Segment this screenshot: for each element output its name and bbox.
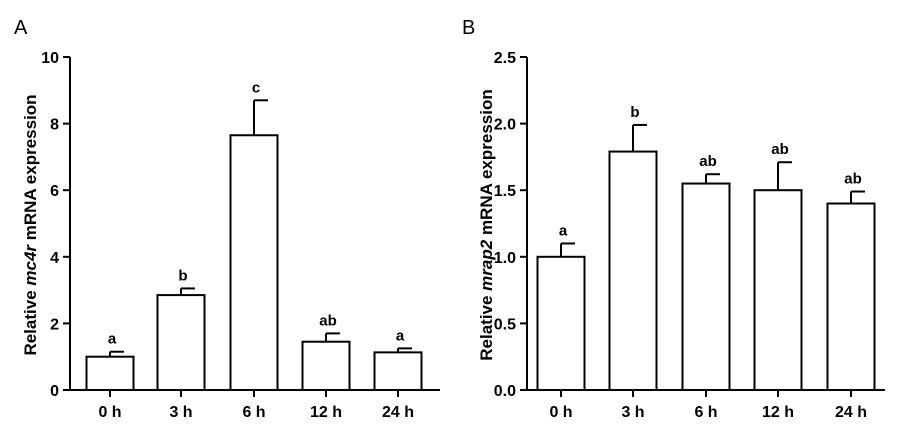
b-x-tick-label: 0 h bbox=[549, 404, 572, 421]
b-y-tick-label: 0.0 bbox=[494, 383, 516, 400]
a-y-tick-label: 10 bbox=[41, 50, 59, 67]
panel-a-x-axis: 0 h 3 h 6 h 12 h 24 h bbox=[70, 389, 440, 421]
a-x-tick-label: 0 h bbox=[98, 404, 121, 421]
a-bar bbox=[156, 294, 206, 391]
b-y-tick-label: 0.5 bbox=[494, 316, 516, 333]
b-x-tick-label: 6 h bbox=[694, 404, 717, 421]
b-x-tick-label: 24 h bbox=[835, 404, 867, 421]
b-significance-label: b bbox=[630, 104, 639, 121]
b-significance-label: ab bbox=[844, 171, 862, 188]
b-bar bbox=[826, 202, 876, 391]
b-bar bbox=[608, 150, 658, 391]
a-x-tick-label: 3 h bbox=[169, 404, 192, 421]
a-x-tick-label: 12 h bbox=[310, 404, 342, 421]
a-y-tick-label: 4 bbox=[50, 250, 59, 267]
a-significance-label: b bbox=[178, 267, 187, 284]
panel-a-y-axis: 0 2 4 6 8 10 bbox=[41, 50, 71, 400]
b-bar bbox=[753, 189, 803, 391]
b-y-tick-label: 1.5 bbox=[494, 183, 516, 200]
a-x-tick-label: 6 h bbox=[242, 404, 265, 421]
panel-b: B Relative mrap2 mRNA expression 0.0 0.5 1… bbox=[462, 17, 885, 421]
b-bar bbox=[681, 182, 731, 391]
b-significance-label: ab bbox=[699, 153, 717, 170]
panel-a: A Relative mc4r mRNA expression 0246810 … bbox=[14, 17, 440, 421]
b-significance-label: a bbox=[559, 222, 568, 239]
panel-b-letter: B bbox=[462, 17, 475, 39]
a-bar bbox=[229, 134, 279, 391]
panel-b-x-axis: 0 h 3 h 6 h 12 h 24 h bbox=[527, 389, 885, 421]
b-x-tick-label: 3 h bbox=[621, 404, 644, 421]
a-significance-label: c bbox=[252, 79, 260, 96]
b-x-tick-label: 12 h bbox=[762, 404, 794, 421]
panel-b-y-axis: 0.0 0.5 1.0 1.5 2.0 2.5 bbox=[494, 50, 528, 400]
b-bar bbox=[536, 255, 586, 391]
a-y-tick-label: 0 bbox=[50, 383, 59, 400]
a-bar bbox=[301, 340, 351, 391]
a-bar bbox=[85, 355, 135, 392]
a-y-tick-label: 8 bbox=[50, 117, 59, 134]
b-significance-label: ab bbox=[771, 141, 789, 158]
a-y-tick-label: 6 bbox=[50, 183, 59, 200]
panel-a-y-axis-title: Relative mc4r mRNA expression bbox=[21, 94, 40, 355]
a-bar bbox=[373, 351, 423, 392]
panel-a-letter: A bbox=[14, 17, 28, 39]
b-y-tick-label: 1.0 bbox=[494, 250, 516, 267]
a-significance-label: a bbox=[396, 327, 405, 344]
a-significance-label: ab bbox=[319, 312, 337, 329]
panel-b-y-axis-title: Relative mrap2 mRNA expression bbox=[477, 89, 496, 361]
b-y-tick-label: 2.5 bbox=[494, 50, 516, 67]
b-y-tick-label: 2.0 bbox=[494, 117, 516, 134]
a-x-tick-label: 24 h bbox=[382, 404, 414, 421]
a-significance-label: a bbox=[108, 331, 117, 348]
a-y-tick-label: 2 bbox=[50, 316, 59, 333]
